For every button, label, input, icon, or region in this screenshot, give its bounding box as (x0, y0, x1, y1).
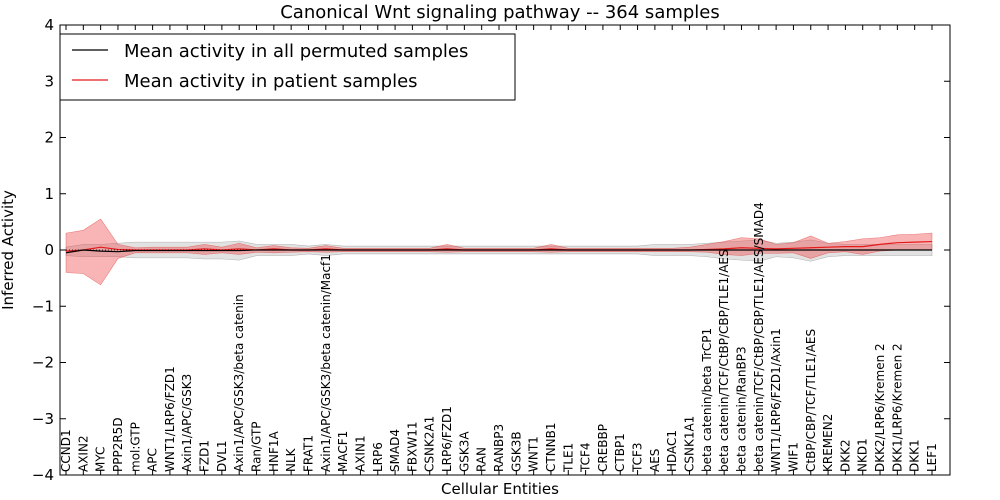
x-tick-label: CTBP1 (613, 433, 627, 472)
x-tick-label: CTNNB1 (544, 422, 558, 472)
x-tick-label: SMAD4 (388, 429, 402, 472)
x-tick-label: beta catenin/TCF/CtBP/CBP/TLE1/AES/SMAD4 (752, 202, 766, 472)
x-tick-label: MACF1 (336, 431, 350, 472)
y-tick-label: −2 (32, 354, 54, 372)
y-axis: −4 −3 −2 −1 0 1 2 3 4 (32, 16, 950, 484)
x-tick-label: APC (146, 448, 160, 472)
x-tick-label: MYC (94, 447, 108, 472)
y-tick-label: −4 (32, 466, 54, 484)
x-tick-label: WNT1/LRP6/FZD1 (163, 366, 177, 472)
x-tick-label: LEF1 (925, 443, 939, 472)
x-tick-label: FZD1 (198, 440, 212, 472)
x-tick-label: CSNK1A1 (683, 416, 697, 472)
x-tick-label: LRP6/FZD1 (440, 406, 454, 472)
x-tick-label: DKK2/LRP6/Kremen 2 (873, 343, 887, 472)
x-tick-label: AES (648, 449, 662, 472)
y-tick-label: −3 (32, 410, 54, 428)
x-tick-label: HNF1A (267, 430, 281, 472)
x-axis-label: Cellular Entities (441, 480, 559, 498)
x-tick-label: NLK (284, 447, 298, 472)
x-tick-label: DKK1 (908, 439, 922, 472)
x-tick-label: FRAT1 (301, 435, 315, 472)
x-tick-label: GSK3B (509, 431, 523, 472)
confidence-bands (65, 218, 933, 286)
y-tick-label: 3 (44, 72, 54, 90)
x-tick-label: PPP2R5D (111, 417, 125, 472)
x-tick-label: TLE1 (561, 443, 575, 473)
x-tick-label: WNT1 (527, 436, 541, 472)
x-tick-label: Axin1/APC/GSK3 (180, 374, 194, 472)
y-axis-label: Inferred Activity (0, 190, 17, 310)
x-tick-label: RAN (475, 447, 489, 472)
x-tick-label: LRP6 (371, 442, 385, 472)
legend: Mean activity in all permuted samples Me… (59, 33, 516, 101)
series-band-1 (65, 218, 933, 286)
legend-label-permuted: Mean activity in all permuted samples (124, 41, 468, 62)
x-tick-label: DKK2 (838, 439, 852, 472)
legend-label-patient: Mean activity in patient samples (124, 71, 418, 92)
x-tick-label: NKD1 (856, 438, 870, 472)
x-tick-label: AXIN1 (353, 435, 367, 472)
series-lines (65, 240, 933, 254)
x-tick-label: beta catenin/TCF/CtBP/CBP/TLE1/AES (717, 249, 731, 472)
x-tick-label: Axin1/APC/GSK3/beta catenin/Macf1 (319, 254, 333, 472)
x-tick-label: CCND1 (59, 429, 73, 472)
x-tick-label: beta catenin/RanBP3 (734, 346, 748, 472)
x-axis: CCND1 AXIN2 MYC PPP2R5D mol:GTP APC WNT1/LRP6/… (59, 25, 939, 475)
legend-box (59, 33, 516, 101)
x-tick-label: CSNK2A1 (423, 416, 437, 472)
y-tick-label: 4 (44, 16, 54, 34)
x-tick-label: Ran/GTP (250, 421, 264, 472)
y-tick-label: 2 (44, 129, 54, 147)
x-tick-label: WNT1/LRP6/FZD1/Axin1 (769, 328, 783, 472)
x-tick-label: CtBP/CBP/TCF/TLE1/AES (804, 329, 818, 472)
x-tick-label: DKK1/LRP6/Kremen 2 (890, 343, 904, 472)
x-tick-label: KREMEN2 (821, 414, 835, 472)
y-tick-label: 0 (44, 241, 54, 259)
x-tick-label: TCF4 (579, 442, 593, 473)
x-tick-label: TCF3 (631, 442, 645, 473)
x-tick-label: mol:GTP (128, 422, 142, 472)
x-tick-label: DVL1 (215, 440, 229, 472)
x-tick-label: beta catenin/beta TrCP1 (700, 328, 714, 472)
x-tick-label: FBXW11 (405, 422, 419, 473)
y-tick-label: −1 (32, 297, 54, 315)
y-tick-label: 1 (44, 185, 54, 203)
x-tick-label: GSK3A (457, 431, 471, 472)
x-tick-label: RANBP3 (492, 424, 506, 472)
x-tick-label: AXIN2 (76, 435, 90, 472)
chart-title: Canonical Wnt signaling pathway -- 364 s… (280, 2, 720, 23)
x-tick-label: WIF1 (786, 442, 800, 472)
x-tick-label: CREBBP (596, 424, 610, 472)
x-tick-label: HDAC1 (665, 430, 679, 472)
x-tick-label: Axin1/APC/GSK3/beta catenin (232, 294, 246, 472)
